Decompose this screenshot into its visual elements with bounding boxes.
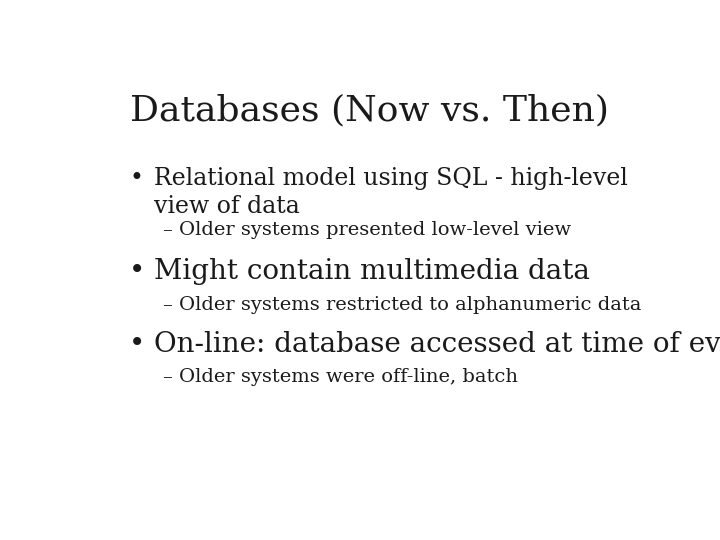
Text: Relational model using SQL - high-level
view of data: Relational model using SQL - high-level … [154, 167, 628, 218]
Text: •: • [129, 331, 145, 358]
Text: Might contain multimedia data: Might contain multimedia data [154, 258, 590, 285]
Text: •: • [129, 258, 145, 285]
Text: On-line: database accessed at time of event: On-line: database accessed at time of ev… [154, 331, 720, 358]
Text: – Older systems restricted to alphanumeric data: – Older systems restricted to alphanumer… [163, 295, 641, 314]
Text: Databases (Now vs. Then): Databases (Now vs. Then) [130, 94, 608, 128]
Text: – Older systems presented low-level view: – Older systems presented low-level view [163, 221, 571, 239]
Text: •: • [129, 167, 143, 190]
Text: – Older systems were off-line, batch: – Older systems were off-line, batch [163, 368, 518, 386]
